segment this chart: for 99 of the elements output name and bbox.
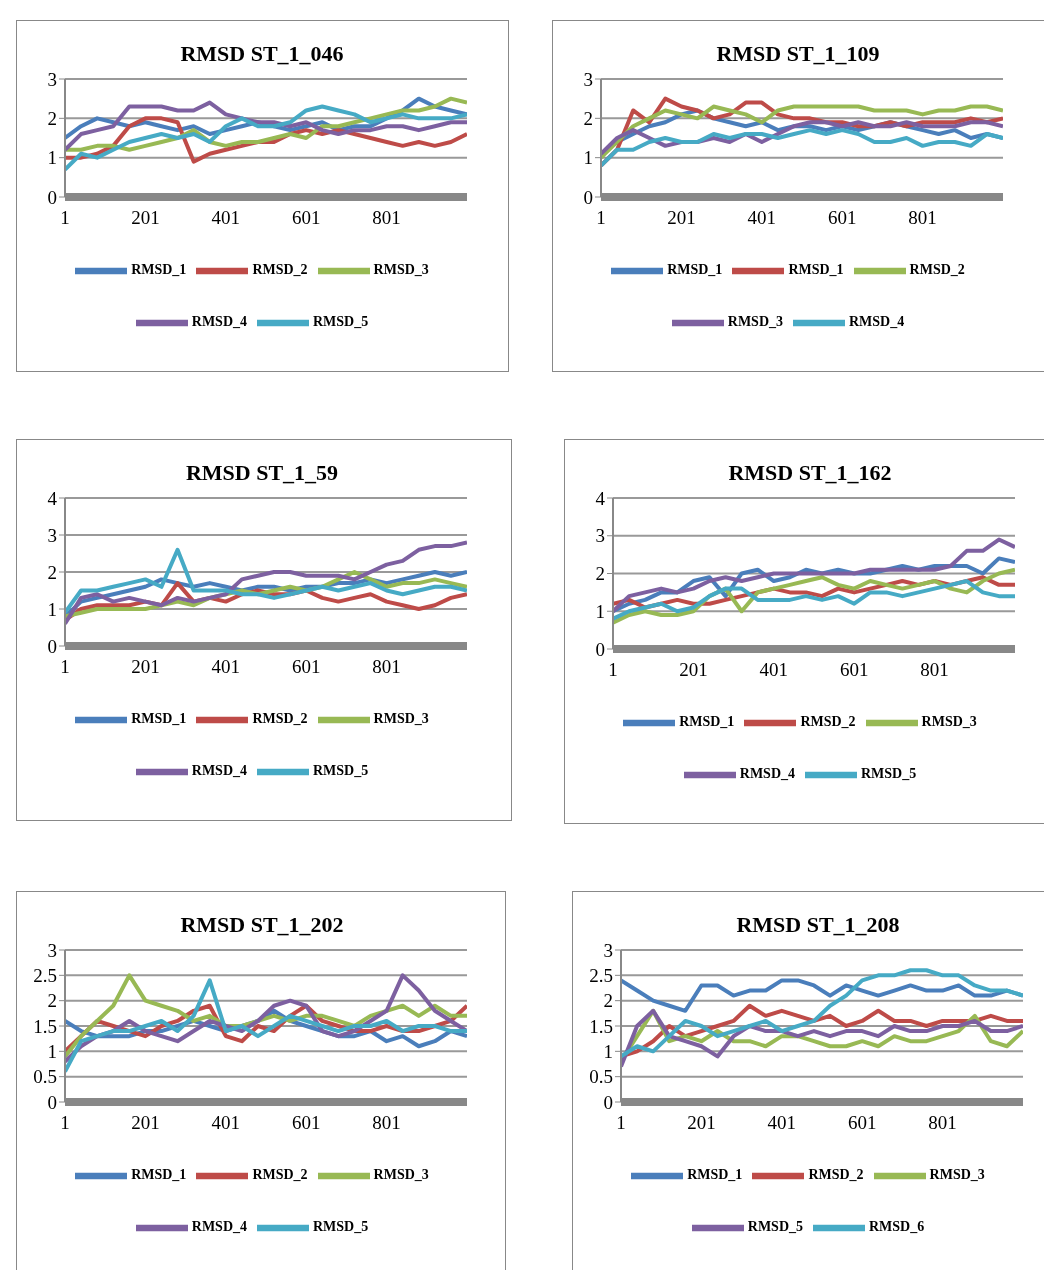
legend-label: RMSD_1 [131,1167,187,1183]
line-series [601,128,1003,168]
y-tick-label: 2 [595,563,605,585]
legend-label: RMSD_3 [727,314,783,330]
y-tick-label: 0 [47,186,57,208]
legend-label: RMSD_2 [808,1167,864,1183]
line-series [65,104,467,172]
y-tick-label: 3 [583,68,593,90]
y-tick-label: 1 [47,598,57,620]
legend-label: RMSD_6 [869,1219,925,1235]
legend-label: RMSD_4 [191,1219,247,1235]
y-tick-label: 2 [603,990,613,1012]
y-tick-label: 0 [583,186,593,208]
legend-label: RMSD_2 [800,714,856,730]
legend-label: RMSD_4 [191,763,247,779]
legend-label: RMSD_4 [191,314,247,330]
line-series [65,540,467,626]
x-tick-label: 201 [131,1112,160,1134]
legend-label: RMSD_5 [861,766,917,782]
y-tick-label: 3 [47,524,57,546]
legend-label: RMSD_3 [373,711,429,727]
x-tick-label: 801 [372,207,401,229]
legend-label: RMSD_1 [687,1167,743,1183]
legend-label: RMSD_5 [313,314,369,330]
x-tick-label: 401 [759,659,789,681]
chart-title: RMSD ST_1_202 [179,912,345,938]
y-tick-label: 0 [603,1091,613,1113]
y-tick-label: 4 [595,487,606,509]
x-tick-label: 801 [372,656,401,678]
legend-label: RMSD_3 [921,714,977,730]
x-tick-label: 201 [667,207,696,229]
y-tick-label: 2.5 [589,965,613,987]
y-tick-label: 1 [583,147,593,169]
x-tick-label: 201 [131,656,160,678]
x-tick-label: 401 [211,1112,241,1134]
x-tick-label: 401 [211,656,241,678]
y-tick-label: 0 [595,638,605,660]
legend-label: RMSD_1 [667,262,723,278]
y-tick-label: 0.5 [33,1066,57,1088]
y-tick-label: 3 [47,68,57,90]
legend-label: RMSD_3 [373,1167,429,1183]
chart-title: RMSD ST_1_59 [184,460,340,486]
legend-label: RMSD_4 [849,314,905,330]
y-tick-label: 3 [47,939,57,961]
x-tick-label: 201 [131,207,160,229]
y-tick-label: 4 [47,487,58,509]
chart-title: RMSD ST_1_109 [715,41,881,67]
y-tick-label: 1 [595,600,605,622]
legend-label: RMSD_5 [313,1219,369,1235]
x-tick-label: 601 [291,207,321,229]
legend-label: RMSD_3 [929,1167,985,1183]
x-tick-label: 401 [767,1112,797,1134]
x-tick-label: 201 [679,659,708,681]
x-tick-label: 601 [291,656,321,678]
line-series [613,579,1015,621]
legend-label: RMSD_1 [131,711,187,727]
y-tick-label: 2 [47,990,57,1012]
legend-label: RMSD_3 [373,262,429,278]
x-tick-label: 601 [847,1112,877,1134]
x-tick-label: 601 [827,207,857,229]
y-tick-label: 1.5 [589,1015,613,1037]
line-series [65,547,467,615]
line-series [613,537,1015,614]
x-tick-label: 801 [920,659,949,681]
x-tick-label: 401 [211,207,241,229]
chart-title: RMSD ST_1_208 [735,912,901,938]
x-tick-label: 801 [908,207,937,229]
chart-title: RMSD ST_1_162 [727,460,893,486]
y-tick-label: 1 [47,1041,57,1063]
legend-label: RMSD_1 [679,714,735,730]
chart-title: RMSD ST_1_046 [179,41,345,67]
y-tick-label: 1 [603,1041,613,1063]
x-tick-label: 801 [928,1112,957,1134]
legend-label: RMSD_2 [252,711,308,727]
y-tick-label: 1.5 [33,1015,57,1037]
y-tick-label: 0 [47,635,57,657]
y-tick-label: 0.5 [589,1066,613,1088]
legend-label: RMSD_2 [252,1167,308,1183]
y-tick-label: 3 [595,525,605,547]
y-tick-label: 0 [47,1091,57,1113]
line-series [621,968,1023,1059]
y-tick-label: 3 [603,939,613,961]
legend-label: RMSD_5 [313,763,369,779]
y-tick-label: 1 [47,147,57,169]
legend-label: RMSD_1 [788,262,844,278]
y-tick-label: 2 [47,108,57,130]
x-tick-label: 801 [372,1112,401,1134]
x-tick-label: 401 [747,207,777,229]
y-tick-label: 2 [47,561,57,583]
legend-label: RMSD_4 [739,766,795,782]
x-tick-label: 201 [687,1112,716,1134]
y-tick-label: 2.5 [33,965,57,987]
legend-label: RMSD_2 [252,262,308,278]
x-tick-label: 601 [291,1112,321,1134]
legend-label: RMSD_1 [131,262,187,278]
legend-label: RMSD_2 [909,262,965,278]
x-tick-label: 601 [839,659,869,681]
y-tick-label: 2 [583,108,593,130]
legend-label: RMSD_5 [747,1219,803,1235]
